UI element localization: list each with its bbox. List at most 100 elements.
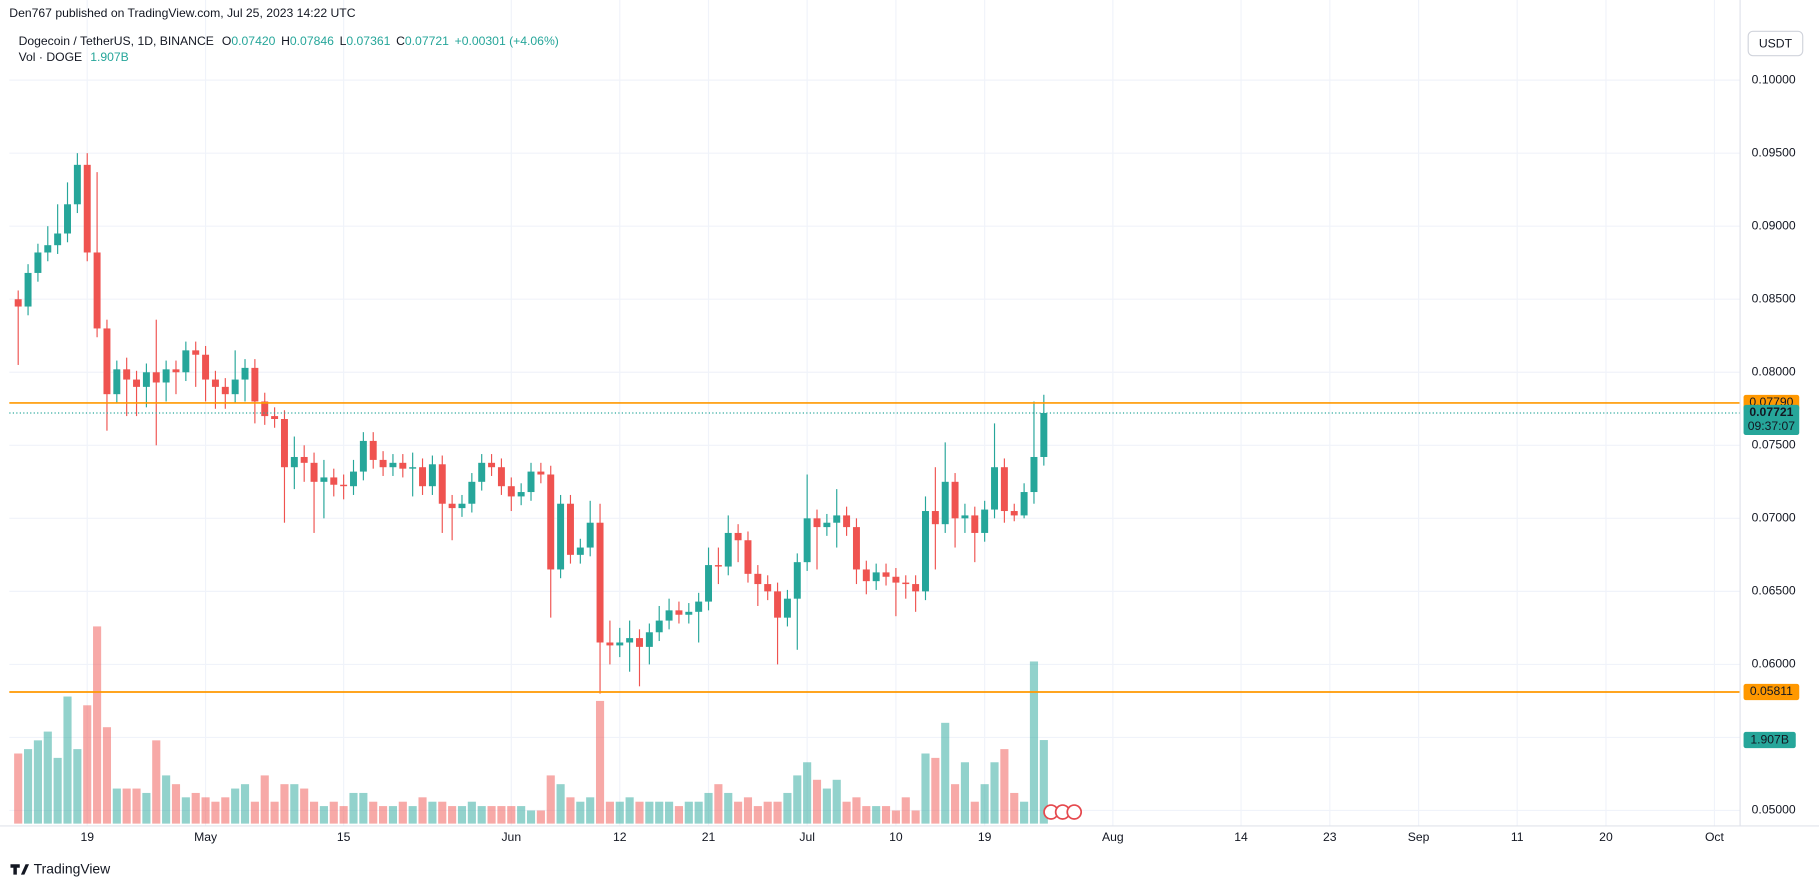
x-tick-label: 14 <box>1234 830 1248 844</box>
candle-body <box>428 464 436 487</box>
volume-bar <box>438 801 447 824</box>
volume-bar <box>142 792 151 824</box>
volume-bar <box>960 762 969 824</box>
legend: Dogecoin / TetherUS, 1D, BINANCE O0.0742… <box>19 34 559 48</box>
candle-body <box>54 233 62 246</box>
candle-body <box>754 573 762 585</box>
candle-body <box>478 462 486 482</box>
candle-body <box>162 369 170 383</box>
candle-body <box>833 515 841 523</box>
volume-bar <box>379 806 388 824</box>
volume-bar <box>951 784 960 824</box>
candle-body <box>211 379 219 387</box>
volume-bar <box>605 801 614 824</box>
candle-body <box>241 367 249 380</box>
volume-bar <box>250 801 259 824</box>
candle-body <box>675 610 683 615</box>
x-tick-label: Sep <box>1408 830 1430 844</box>
candle-body <box>142 372 150 387</box>
volume-bar <box>467 801 476 824</box>
candle-body <box>14 299 22 307</box>
candle-body <box>882 572 890 577</box>
volume-bar <box>812 779 822 824</box>
candle-body <box>626 638 634 643</box>
volume-bar <box>517 806 526 824</box>
candle-body <box>468 481 476 504</box>
candle-body <box>34 252 42 273</box>
volume-bar <box>645 801 654 824</box>
volume-bar <box>181 797 190 824</box>
candle-body <box>971 515 979 533</box>
candle-body <box>73 164 81 205</box>
candle-body <box>507 486 515 497</box>
candle-body <box>251 367 259 402</box>
candle-body <box>202 354 210 380</box>
candle-body <box>1040 413 1048 457</box>
plot <box>9 153 1741 824</box>
candle-body <box>892 576 900 583</box>
candle-body <box>714 565 722 567</box>
candle-body <box>803 518 811 563</box>
volume-bar <box>507 806 516 824</box>
volume-bar <box>349 792 358 824</box>
x-tick-label: 10 <box>889 830 903 844</box>
x-tick-label: 19 <box>80 830 94 844</box>
volume-bar <box>280 784 289 824</box>
volume-badge-label: 1.907B <box>1750 732 1789 746</box>
volume-bar <box>162 775 171 824</box>
volume-bar <box>290 784 299 824</box>
candle-body <box>123 369 131 380</box>
candle-body <box>350 471 357 487</box>
y-tick-label: 0.09000 <box>1752 218 1796 232</box>
candle-body <box>389 462 397 468</box>
x-tick-label: 20 <box>1599 830 1613 844</box>
volume-bar <box>665 801 674 824</box>
candle-body <box>221 386 229 395</box>
candle-body <box>981 509 989 533</box>
candle-body <box>182 350 190 373</box>
volume-bar <box>339 806 348 824</box>
candle-body <box>922 511 929 592</box>
volume-bar <box>783 792 792 824</box>
volume-bar <box>595 700 605 824</box>
candle-body <box>44 245 52 253</box>
candle-body <box>586 522 594 548</box>
volume-bar <box>980 784 989 824</box>
volume-bar <box>388 806 398 824</box>
candle-body <box>24 272 32 307</box>
volume-bar <box>171 784 181 824</box>
candle-body <box>783 598 791 618</box>
volume-bar <box>93 626 102 824</box>
volume-bar <box>921 753 930 824</box>
candle-body <box>665 610 673 621</box>
volume-bar <box>881 806 891 824</box>
candle-body <box>655 620 663 633</box>
o-value: 0.07420 <box>231 34 275 48</box>
y-tick-label: 0.07500 <box>1752 438 1796 452</box>
candle-body <box>931 511 939 525</box>
volume-bar <box>1020 801 1029 824</box>
candle-body <box>133 379 141 387</box>
level-label: 0.05811 <box>1750 684 1793 698</box>
l-value: 0.07361 <box>346 34 390 48</box>
volume-bar <box>931 757 940 824</box>
candle-body <box>488 462 496 468</box>
volume-legend: Vol · DOGE 1.907B <box>19 50 129 64</box>
publisher: Den767 published on TradingView.com, Jul… <box>9 6 355 20</box>
volume-bar <box>23 749 33 824</box>
volume-bar <box>763 801 772 824</box>
candle-body <box>951 481 959 519</box>
candle-body <box>557 503 565 570</box>
volume-bar <box>891 810 900 824</box>
candle-body <box>1030 456 1038 493</box>
candle-body <box>83 164 91 253</box>
volume-bar <box>556 784 565 824</box>
candle-body <box>685 611 693 615</box>
y-tick-label: 0.05000 <box>1752 803 1796 817</box>
volume-bar <box>852 797 861 824</box>
candle-body <box>103 328 111 395</box>
currency[interactable]: USDT <box>1759 36 1793 50</box>
volume-bar <box>566 797 575 824</box>
currency-button[interactable] <box>1747 30 1804 57</box>
volume-bar <box>901 797 910 824</box>
